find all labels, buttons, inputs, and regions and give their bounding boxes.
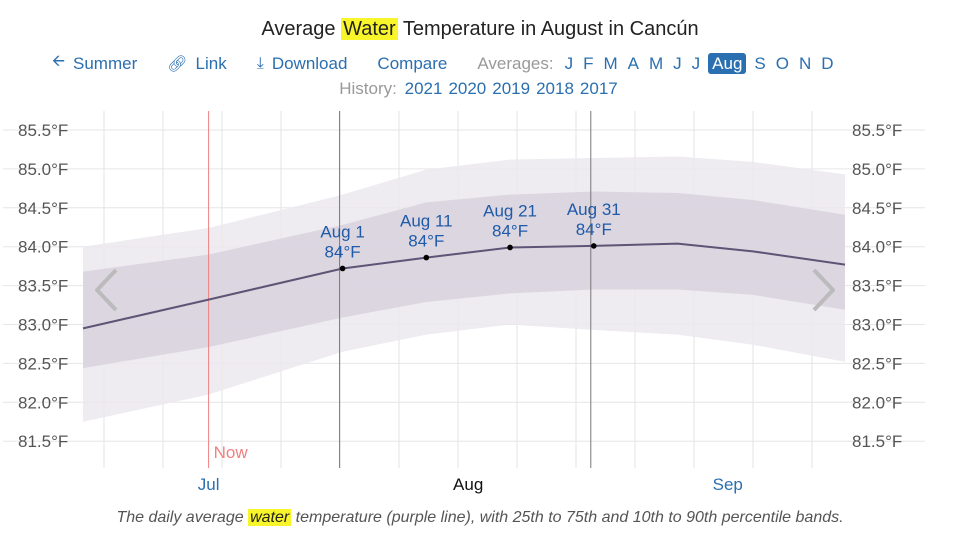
now-label: Now xyxy=(214,443,249,462)
download-icon: ⤓ xyxy=(256,54,264,72)
month-0[interactable]: J xyxy=(564,53,574,73)
summer-label: Summer xyxy=(73,53,138,73)
month-11[interactable]: D xyxy=(821,53,834,73)
averages-label: Averages: xyxy=(477,53,554,73)
link-button[interactable]: 🔗︎ Link xyxy=(167,54,227,74)
y-tick-label-left: 81.5°F xyxy=(18,432,68,451)
x-tick-Jul[interactable]: Jul xyxy=(198,475,220,494)
month-6[interactable]: J xyxy=(691,53,701,73)
year-2021[interactable]: 2021 xyxy=(404,79,443,98)
download-button[interactable]: ⤓ Download xyxy=(257,54,348,74)
summer-link[interactable]: 🡨 Summer xyxy=(52,50,137,77)
caption-highlight: water xyxy=(248,509,292,526)
month-list: J F M A M J J Aug S O N D xyxy=(560,52,839,74)
title-highlight: Water xyxy=(341,18,398,40)
link-icon: 🔗︎ xyxy=(167,55,188,73)
y-tick-label-right: 85.5°F xyxy=(852,121,902,140)
annotation-date: Aug 1 xyxy=(320,222,364,241)
annotation-value: 84°F xyxy=(576,220,612,239)
y-tick-label-right: 82.0°F xyxy=(852,393,902,412)
annotation-point xyxy=(423,254,430,261)
month-3[interactable]: A xyxy=(627,53,639,73)
y-tick-label-left: 83.0°F xyxy=(18,316,68,335)
caption-text: The daily average xyxy=(116,509,249,526)
annotation-point xyxy=(590,243,597,249)
annotation-date: Aug 21 xyxy=(483,201,537,220)
link-label: Link xyxy=(195,53,227,73)
year-2018[interactable]: 2018 xyxy=(536,79,574,98)
year-2020[interactable]: 2020 xyxy=(448,79,487,98)
annotation-date: Aug 31 xyxy=(567,200,621,219)
y-tick-label-left: 85.5°F xyxy=(18,121,68,140)
history-bar: History: 2021 2020 2019 2018 2017 xyxy=(0,79,960,99)
y-tick-label-right: 83.5°F xyxy=(852,277,902,296)
month-5[interactable]: J xyxy=(673,53,682,73)
chart-caption: The daily average water temperature (pur… xyxy=(60,507,900,529)
compare-button[interactable]: Compare xyxy=(377,54,447,74)
y-tick-label-left: 84.5°F xyxy=(18,199,68,218)
month-7[interactable]: Aug xyxy=(708,52,747,74)
arrow-left-icon: 🡨 xyxy=(52,53,65,70)
month-1[interactable]: F xyxy=(583,53,594,73)
y-tick-label-right: 84.0°F xyxy=(852,238,902,257)
y-tick-label-right: 81.5°F xyxy=(852,432,902,451)
year-2019[interactable]: 2019 xyxy=(492,79,531,98)
history-label: History: xyxy=(339,79,397,98)
annotation-point xyxy=(507,244,513,251)
annotation-value: 84°F xyxy=(325,242,361,261)
year-2017[interactable]: 2017 xyxy=(579,79,618,98)
y-tick-label-right: 85.0°F xyxy=(852,160,902,179)
y-tick-label-right: 84.5°F xyxy=(852,199,902,218)
annotation-date: Aug 11 xyxy=(400,212,453,231)
month-10[interactable]: N xyxy=(798,53,812,73)
download-label: Download xyxy=(271,53,348,73)
month-8[interactable]: S xyxy=(754,53,766,73)
y-tick-label-left: 82.5°F xyxy=(18,354,68,373)
y-tick-label-left: 83.5°F xyxy=(18,277,68,296)
annotation-point xyxy=(339,265,346,272)
annotation-value: 84°F xyxy=(408,232,444,251)
percentile-band-25-75 xyxy=(83,191,845,369)
chevron-left-icon[interactable] xyxy=(95,268,118,312)
title-text: Average xyxy=(261,18,342,40)
annotation-value: 84°F xyxy=(492,221,528,240)
month-9[interactable]: O xyxy=(775,53,789,73)
year-list: 2021 2020 2019 2018 2017 xyxy=(402,79,621,98)
x-tick-Sep[interactable]: Sep xyxy=(713,475,743,494)
y-tick-label-left: 85.0°F xyxy=(18,160,68,179)
page-title: Average Water Temperature in August in C… xyxy=(0,18,960,41)
title-text: Temperature in August in Cancún xyxy=(397,18,699,40)
month-4[interactable]: M xyxy=(648,53,664,73)
nav-bar: 🡨 Summer 🔗︎ Link ⤓ Download Compare Average… xyxy=(52,50,839,77)
compare-label: Compare xyxy=(377,53,448,73)
y-tick-label-left: 82.0°F xyxy=(18,393,68,412)
y-tick-label-right: 82.5°F xyxy=(852,354,902,373)
y-tick-label-right: 83.0°F xyxy=(852,316,902,335)
chevron-right-icon[interactable] xyxy=(812,268,835,312)
month-2[interactable]: M xyxy=(603,53,618,73)
y-tick-label-left: 84.0°F xyxy=(18,238,68,257)
caption-text: temperature (purple line), with 25th to … xyxy=(291,509,844,526)
x-tick-Aug: Aug xyxy=(453,475,483,494)
